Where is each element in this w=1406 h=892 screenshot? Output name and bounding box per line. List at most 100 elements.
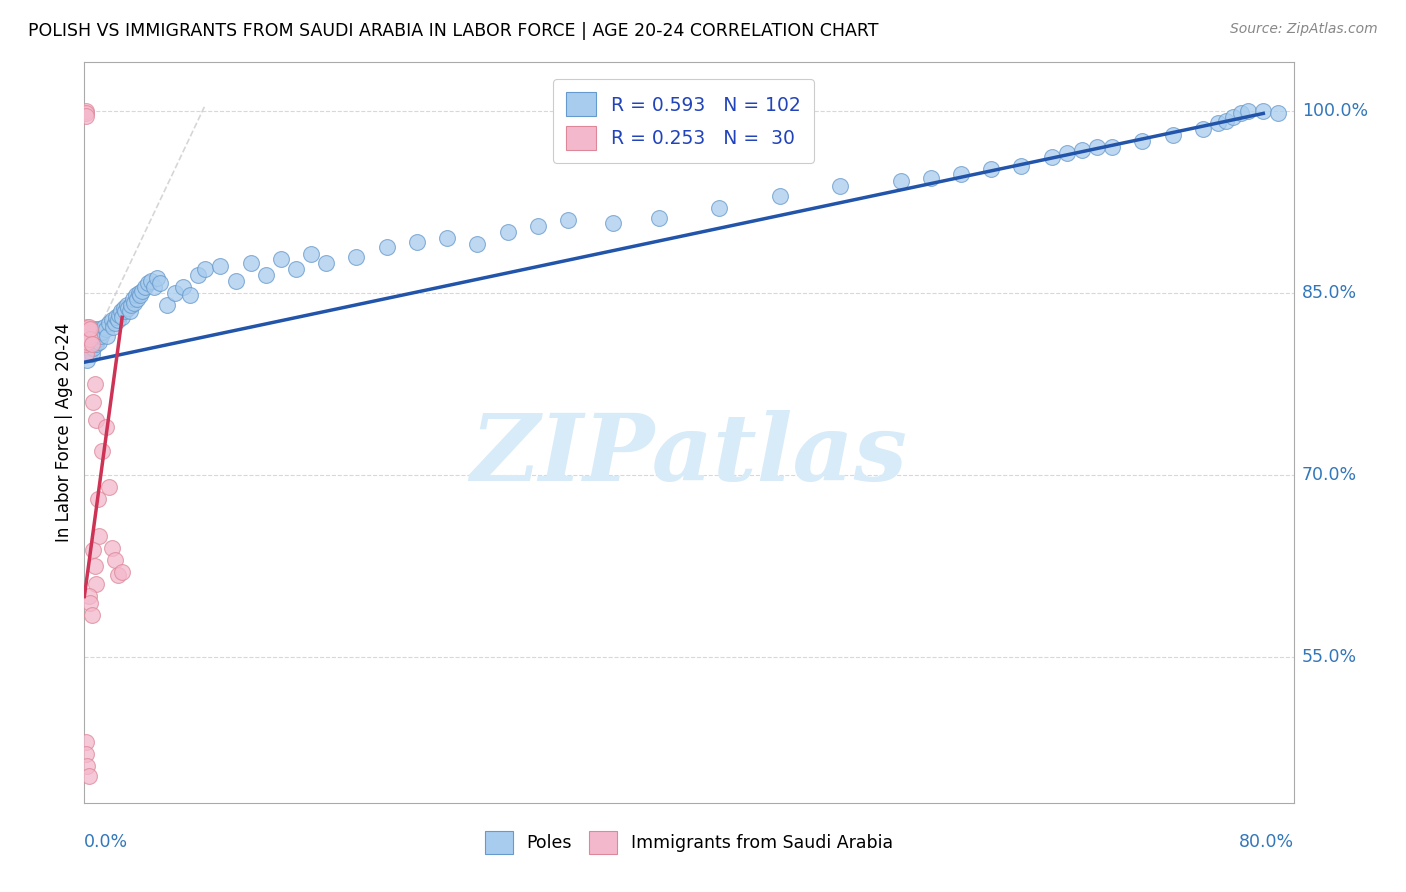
Point (225, 274, 247, 288)
Point (76, 334, 98, 349)
Point (79, 595, 101, 609)
Point (80, 334, 103, 349)
Point (165, 286, 187, 301)
Point (769, 189, 792, 203)
Point (114, 304, 136, 318)
Point (920, 170, 942, 185)
Point (100, 541, 122, 555)
Point (82, 328, 104, 343)
Point (1222, 110, 1244, 124)
Point (1253, 103, 1275, 118)
Point (77, 328, 100, 343)
Point (86, 413, 108, 427)
Point (187, 268, 209, 282)
Point (1011, 159, 1033, 173)
Point (101, 320, 124, 334)
Text: 85.0%: 85.0% (1302, 284, 1357, 302)
Point (149, 277, 172, 291)
Point (77, 590, 100, 604)
Point (76, 759, 98, 773)
Text: 80.0%: 80.0% (1239, 833, 1294, 851)
Point (75, 106, 97, 120)
Point (1085, 140, 1108, 154)
Point (93, 320, 115, 334)
Point (79, 332, 101, 346)
Text: 0.0%: 0.0% (84, 833, 128, 851)
Point (89, 334, 111, 349)
Legend: Poles, Immigrants from Saudi Arabia: Poles, Immigrants from Saudi Arabia (478, 824, 900, 861)
Point (86, 577, 108, 591)
Point (648, 211, 671, 225)
Text: 55.0%: 55.0% (1302, 648, 1357, 666)
Point (254, 268, 277, 282)
Point (75, 109, 97, 123)
Point (94, 322, 117, 336)
Point (1040, 150, 1063, 164)
Point (75, 334, 97, 349)
Text: Source: ZipAtlas.com: Source: ZipAtlas.com (1230, 22, 1378, 37)
Point (96, 328, 118, 343)
Point (1267, 106, 1289, 120)
Point (89, 322, 111, 336)
Point (112, 301, 135, 315)
Point (86, 325, 108, 339)
Point (131, 284, 153, 298)
Point (122, 295, 145, 310)
Point (1056, 146, 1078, 161)
Y-axis label: In Labor Force | Age 20-24: In Labor Force | Age 20-24 (55, 323, 73, 542)
Point (84, 559, 107, 574)
Point (75, 322, 97, 336)
Point (84, 377, 107, 392)
Point (97, 480, 120, 494)
Point (557, 213, 579, 227)
Point (120, 298, 142, 312)
Point (76, 325, 98, 339)
Point (139, 274, 162, 288)
Point (76, 320, 98, 334)
Point (80, 322, 103, 336)
Point (117, 301, 139, 315)
Point (86, 337, 108, 351)
Point (1130, 134, 1153, 148)
Text: POLISH VS IMMIGRANTS FROM SAUDI ARABIA IN LABOR FORCE | AGE 20-24 CORRELATION CH: POLISH VS IMMIGRANTS FROM SAUDI ARABIA I… (28, 22, 879, 40)
Point (89, 529, 111, 543)
Point (80, 347, 103, 361)
Point (1101, 140, 1123, 154)
Point (110, 304, 132, 318)
Point (467, 237, 489, 252)
Text: 100.0%: 100.0% (1302, 102, 1368, 120)
Point (90, 328, 112, 343)
Point (1237, 103, 1260, 118)
Point (194, 261, 217, 276)
Point (299, 247, 322, 261)
Point (82, 395, 104, 409)
Point (111, 565, 134, 579)
Point (115, 298, 138, 312)
Point (602, 216, 624, 230)
Point (75, 747, 97, 762)
Text: 70.0%: 70.0% (1302, 467, 1357, 484)
Point (91, 443, 114, 458)
Point (125, 288, 148, 302)
Point (75, 337, 97, 351)
Point (890, 174, 912, 188)
Point (80, 607, 103, 622)
Point (76, 341, 98, 355)
Point (105, 310, 128, 325)
Point (84, 322, 107, 336)
Point (142, 280, 165, 294)
Point (129, 288, 152, 302)
Point (1071, 143, 1094, 157)
Point (79, 328, 101, 343)
Point (104, 317, 127, 331)
Point (84, 334, 107, 349)
Point (172, 280, 194, 294)
Point (1215, 113, 1237, 128)
Point (76, 352, 98, 367)
Point (127, 292, 149, 306)
Point (406, 235, 429, 249)
Point (87, 332, 110, 346)
Point (75, 328, 97, 343)
Point (1192, 122, 1215, 136)
Point (94, 419, 117, 434)
